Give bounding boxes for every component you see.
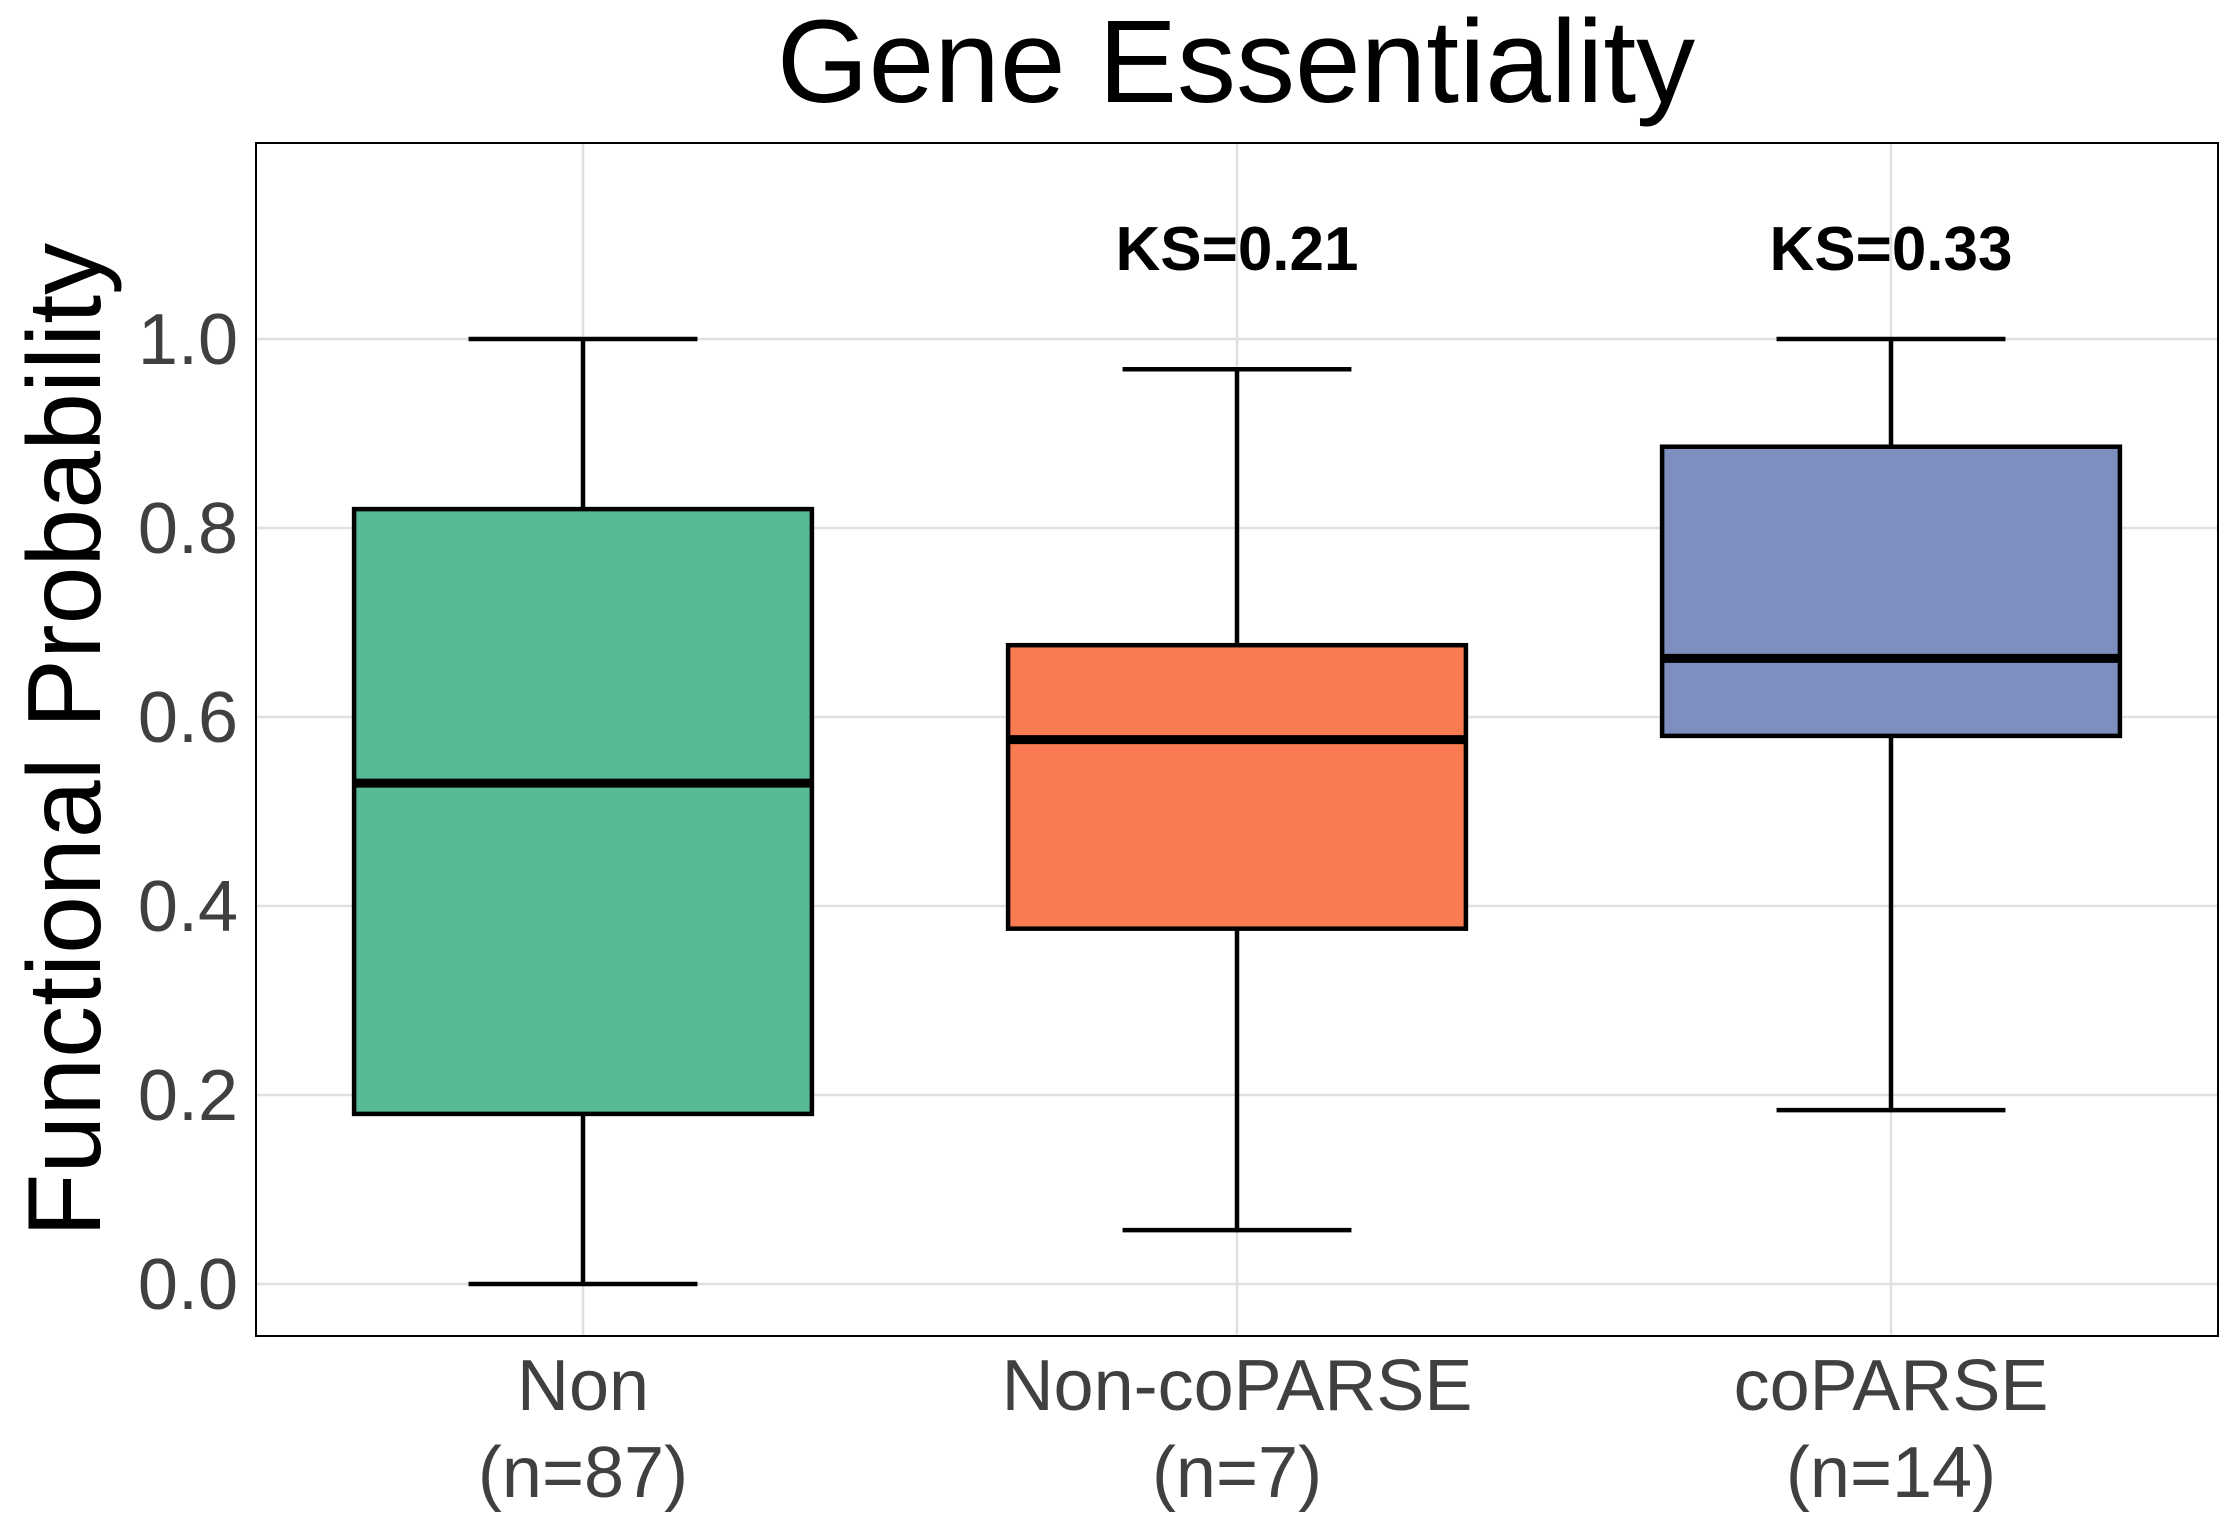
x-category-labels: Non(n=87) Non-coPARSE(n=7) coPARSE(n=14) [478,1346,2048,1513]
y-tick-label: 0.8 [138,489,238,569]
ks-annotation: KS=0.33 [1769,215,2012,284]
y-axis-label: Functional Probability [7,243,123,1237]
x-category-sublabel: (n=14) [1786,1433,1996,1513]
y-tick-label: 0.0 [138,1245,238,1325]
y-tick-label: 0.4 [138,867,238,947]
iqr-box [1659,444,2123,739]
iqr-box [351,506,815,1117]
y-tick-label: 1.0 [138,300,238,380]
x-category-label: coPARSE [1734,1346,2049,1426]
ks-annotation: KS=0.21 [1115,215,1358,284]
y-tick-label: 0.6 [138,678,238,758]
x-category-label: Non [517,1346,649,1426]
annotations: KS=0.21 KS=0.33 [1115,215,2012,284]
plot-frame [255,142,2219,1337]
x-category-label: Non-coPARSE [1002,1346,1473,1426]
iqr-box [1005,642,1469,931]
x-category-sublabel: (n=87) [478,1433,688,1513]
boxes [351,336,2123,1287]
y-tick-labels: 0.0 0.2 0.4 0.6 0.8 1.0 [138,300,238,1325]
box-group [351,336,815,1287]
x-category-sublabel: (n=7) [1152,1433,1322,1513]
box-group [1005,366,1469,1233]
y-tick-label: 0.2 [138,1056,238,1136]
chart-title: Gene Essentiality [777,0,1695,128]
box-group [1659,336,2123,1113]
